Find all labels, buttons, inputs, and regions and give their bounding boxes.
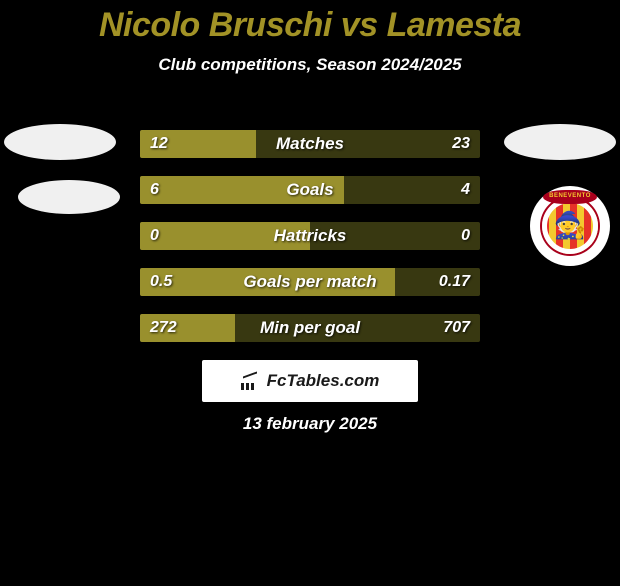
page-title: Nicolo Bruschi vs Lamesta [0,6,620,45]
player2-avatar [504,124,616,160]
stat-bar-left [140,268,395,296]
stat-row: Goals64 [140,176,480,204]
stat-row: Goals per match0.50.17 [140,268,480,296]
stat-row: Min per goal272707 [140,314,480,342]
player1-club-avatar [18,180,120,214]
player2-club-badge: BENEVENTO 🧙 [530,186,610,266]
club-shield-icon: BENEVENTO 🧙 [542,198,598,254]
branding-chart-icon [241,372,261,390]
stat-bar-right [235,314,480,342]
page-subtitle: Club competitions, Season 2024/2025 [0,55,620,75]
stat-bar-left [140,222,310,250]
stat-bar-left [140,176,344,204]
stat-bar-right [344,176,480,204]
stat-bar-left [140,314,235,342]
footer-date: 13 february 2025 [0,414,620,434]
stat-bar-right [256,130,480,158]
stat-bar-left [140,130,256,158]
stat-row: Hattricks00 [140,222,480,250]
stats-container: Matches1223 Goals64 Hattricks00 Goals per m… [140,130,480,360]
player1-avatar [4,124,116,160]
club-witch-icon: 🧙 [554,210,586,241]
branding-text: FcTables.com [267,371,380,391]
branding-badge: FcTables.com [202,360,418,402]
stat-bar-right [395,268,480,296]
stat-row: Matches1223 [140,130,480,158]
club-banner-text: BENEVENTO [543,190,597,204]
stat-bar-right [310,222,480,250]
